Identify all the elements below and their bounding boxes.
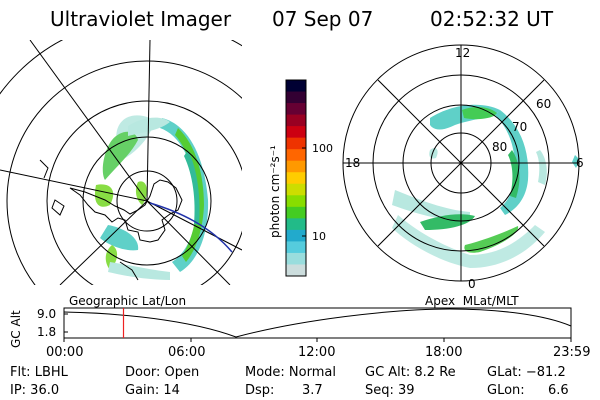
colorbar-cell	[286, 183, 306, 196]
seq-value: Seq: 39	[365, 383, 415, 398]
mlt-label-0: 0	[468, 277, 476, 291]
glat-value: GLat: −81.2	[487, 365, 566, 380]
mode-value: Mode: Normal	[245, 365, 336, 380]
filter-value: Flt: LBHL	[10, 365, 68, 380]
colorbar-cell	[286, 149, 306, 162]
glon-value: 6.6	[548, 383, 569, 398]
colorbar-cell	[286, 264, 306, 277]
colorbar-cell	[286, 114, 306, 127]
longitude-grid	[0, 40, 242, 285]
latitude-grid	[0, 40, 242, 285]
auroral-emission-right	[392, 104, 579, 268]
colorbar-cell	[286, 80, 306, 93]
timeline-ytick-min: 1.8	[37, 325, 57, 339]
colorbar-cell	[286, 137, 306, 150]
colorbar-cell	[286, 206, 306, 219]
instrument-title: Ultraviolet Imager	[50, 7, 232, 31]
colorbar-cell	[286, 91, 306, 104]
colorbar-cell	[286, 229, 306, 242]
colorbar-cell	[286, 103, 306, 116]
mlat-mlt-map[interactable]	[342, 44, 580, 282]
colorbar-tick-10: 10	[312, 230, 326, 243]
mlat-label-60: 60	[536, 97, 552, 111]
auroral-emission-left	[94, 115, 209, 280]
glon-label: GLon:	[487, 383, 525, 398]
door-status: Door: Open	[125, 365, 200, 380]
timeline-ytick-max: 9.0	[37, 307, 57, 321]
timeline-xtick-1800: 18:00	[425, 345, 463, 360]
dsp-label: Dsp:	[245, 383, 275, 398]
left-panel-label: Geographic Lat/Lon	[69, 294, 187, 308]
geographic-map[interactable]	[0, 19, 329, 383]
mlt-grid	[343, 45, 579, 281]
colorbar-cell	[286, 241, 306, 254]
colorbar-cell	[286, 160, 306, 173]
gain-value: Gain: 14	[125, 383, 180, 398]
image-date: 07 Sep 07	[272, 7, 374, 31]
mlt-label-12: 12	[455, 46, 471, 60]
right-panel-label: Apex MLat/MLT	[425, 294, 519, 308]
image-time: 02:52:32 UT	[430, 7, 554, 31]
timeline-ylabel: GC Alt	[9, 310, 23, 348]
mlat-label-70: 70	[512, 120, 528, 134]
timeline-xtick-0000: 00:00	[46, 345, 84, 360]
timeline-xtick-0600: 06:00	[168, 345, 206, 360]
dsp-value: 3.7	[302, 383, 323, 398]
timeline-xtick-2359: 23:59	[553, 345, 591, 360]
timeline-xtick-1200: 12:00	[298, 345, 336, 360]
colorbar-cell	[286, 172, 306, 185]
ip-value: IP: 36.0	[10, 383, 60, 398]
colorbar-cell	[286, 218, 306, 231]
satellite-track	[149, 202, 233, 253]
timeline-ticks	[63, 313, 572, 342]
colorbar	[285, 79, 307, 277]
colorbar-cell	[286, 126, 306, 139]
colorbar-cell	[286, 195, 306, 208]
mlat-label-80: 80	[492, 140, 508, 154]
gc-alt-value: GC Alt: 8.2 Re	[365, 365, 456, 380]
mlt-label-18: 18	[345, 156, 361, 170]
altitude-curve	[63, 308, 572, 338]
colorbar-unit-label: photon cm⁻²s⁻¹	[268, 145, 282, 238]
colorbar-tick-100: 100	[312, 142, 333, 155]
colorbar-cell	[286, 252, 306, 265]
altitude-timeline[interactable]	[63, 307, 572, 342]
mlt-label-6: 6	[576, 156, 584, 170]
